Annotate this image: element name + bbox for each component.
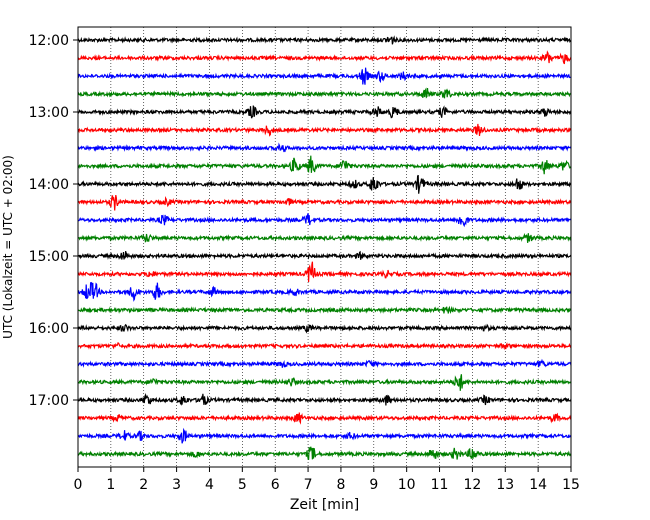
- x-axis-label: Zeit [min]: [290, 497, 359, 513]
- trace-17:00: [77, 392, 572, 406]
- x-tick-label-8: 8: [336, 477, 345, 493]
- trace-16:15: [77, 342, 572, 351]
- x-tick-label-10: 10: [398, 477, 416, 493]
- trace-12:30: [77, 67, 572, 85]
- y-tick-label-15:00: 15:00: [29, 249, 69, 265]
- trace-13:45: [77, 155, 572, 175]
- x-tick-label-6: 6: [271, 477, 280, 493]
- trace-12:15: [77, 50, 572, 65]
- seismic-traces: [77, 35, 572, 461]
- trace-16:45: [77, 374, 572, 391]
- trace-14:30: [77, 213, 572, 228]
- trace-16:00: [77, 323, 572, 334]
- trace-17:30: [77, 427, 572, 444]
- trace-15:00: [77, 250, 572, 260]
- plot-frame: [77, 26, 572, 468]
- y-tick-label-16:00: 16:00: [29, 321, 69, 337]
- trace-13:15: [77, 123, 572, 137]
- y-tick-label-17:00: 17:00: [29, 393, 69, 409]
- x-tick-label-1: 1: [106, 477, 115, 493]
- trace-12:00: [77, 35, 572, 45]
- x-tick-label-2: 2: [139, 477, 148, 493]
- x-tick-label-0: 0: [74, 477, 83, 493]
- y-axis-label: UTC (Lokalzeit = UTC + 02:00): [1, 155, 15, 339]
- trace-15:15: [77, 261, 572, 283]
- x-axis-ticks: 0 1 2 3 4 5 6 7 8 9 10 11 12 13 14 15: [74, 467, 580, 493]
- x-tick-label-14: 14: [529, 477, 547, 493]
- trace-17:45: [77, 446, 572, 461]
- trace-13:00: [77, 105, 572, 119]
- trace-15:45: [77, 305, 572, 315]
- y-axis-ticks: 12:00 13:00 14:00 15:00 16:00 17:00: [29, 33, 78, 409]
- x-tick-label-12: 12: [463, 477, 481, 493]
- x-tick-label-9: 9: [369, 477, 378, 493]
- y-tick-label-12:00: 12:00: [29, 33, 69, 49]
- x-tick-label-15: 15: [562, 477, 580, 493]
- trace-14:15: [77, 194, 572, 211]
- trace-15:30: [77, 281, 572, 302]
- trace-16:30: [77, 358, 572, 368]
- x-tick-label-7: 7: [304, 477, 313, 493]
- x-tick-label-5: 5: [238, 477, 247, 493]
- trace-17:15: [77, 412, 572, 425]
- x-tick-label-11: 11: [431, 477, 449, 493]
- x-tick-label-3: 3: [172, 477, 181, 493]
- y-tick-label-13:00: 13:00: [29, 105, 69, 121]
- y-tick-label-14:00: 14:00: [29, 177, 69, 193]
- x-tick-label-13: 13: [496, 477, 514, 493]
- trace-14:00: [77, 174, 572, 194]
- x-tick-label-4: 4: [205, 477, 214, 493]
- trace-12:45: [77, 87, 572, 99]
- trace-13:30: [77, 142, 572, 153]
- trace-14:45: [77, 232, 572, 243]
